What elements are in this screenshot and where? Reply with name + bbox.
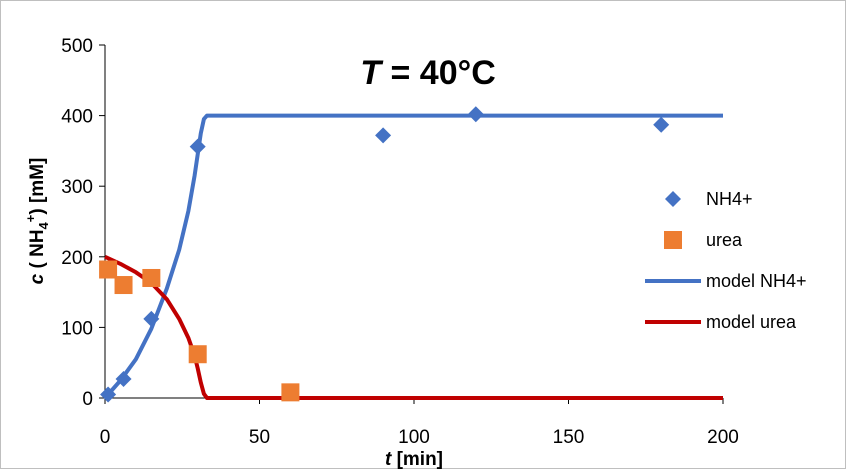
chart-title: T = 40°C — [360, 54, 496, 92]
data-point-NH4- — [189, 138, 206, 155]
data-point-urea — [114, 276, 133, 295]
data-point-NH4- — [375, 127, 392, 144]
data-point-urea — [281, 383, 300, 402]
x-axis-title: t [min] — [385, 449, 443, 470]
tick-labels: 0 100 200 300 400 500 0 50 100 150 200 — [61, 36, 739, 448]
legend-label: model NH4+ — [706, 271, 807, 291]
data-point-NH4- — [467, 106, 484, 123]
data-point-NH4- — [115, 370, 132, 387]
legend-marker — [665, 191, 681, 207]
data-point-urea — [188, 345, 207, 364]
y-axis-title: c ( NH4+) [mM] — [23, 158, 51, 285]
y-tick-label: 100 — [61, 318, 93, 339]
y-tick-label: 0 — [82, 389, 93, 410]
series-points — [99, 106, 670, 403]
x-tick-label: 150 — [553, 427, 585, 448]
series-line-model-urea — [104, 254, 723, 400]
x-tick-label: 100 — [398, 427, 430, 448]
legend-marker — [664, 231, 682, 249]
x-tick-label: 50 — [249, 427, 270, 448]
data-point-urea — [99, 260, 118, 279]
data-point-NH4- — [143, 310, 160, 327]
data-point-NH4- — [100, 386, 117, 403]
legend-label: urea — [706, 230, 743, 250]
y-tick-label: 500 — [61, 36, 93, 57]
x-tick-label: 200 — [707, 427, 739, 448]
legend-label: model urea — [706, 312, 797, 332]
legend: NH4+ urea model NH4+ model urea — [645, 189, 807, 332]
data-point-urea — [142, 268, 161, 287]
legend-label: NH4+ — [706, 189, 753, 209]
y-tick-label: 200 — [61, 248, 93, 269]
x-tick-label: 0 — [100, 427, 111, 448]
y-tick-label: 300 — [61, 177, 93, 198]
y-tick-label: 400 — [61, 107, 93, 128]
data-point-NH4- — [653, 116, 670, 133]
